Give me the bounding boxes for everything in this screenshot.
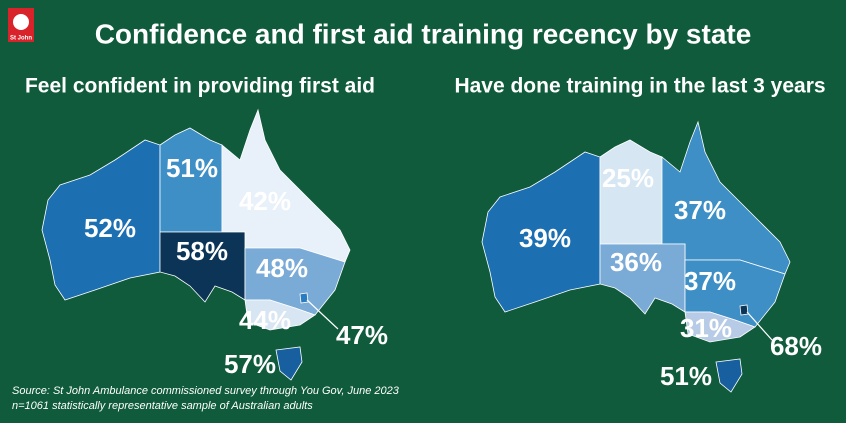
region (715, 358, 743, 393)
map (41, 108, 351, 381)
value-label: 51% (660, 361, 712, 391)
value-label: 52% (84, 213, 136, 243)
value-label: 37% (684, 266, 736, 296)
region (299, 292, 309, 304)
source: n=1061 statistically representative samp… (12, 400, 313, 412)
map-title: Have done training in the last 3 years (454, 75, 825, 98)
map-title: Feel confident in providing first aid (25, 75, 375, 98)
value-label: 31% (680, 313, 732, 343)
region (684, 311, 756, 343)
source: Source: St John Ambulance commissioned s… (12, 385, 400, 397)
value-label: 37% (674, 195, 726, 225)
region (244, 299, 316, 331)
title: Confidence and first aid training recenc… (95, 18, 752, 49)
value-label: 39% (519, 223, 571, 253)
region (739, 304, 749, 316)
region (275, 346, 303, 381)
leader-line (306, 299, 339, 330)
leader-line (746, 311, 773, 341)
value-label: 48% (256, 253, 308, 283)
logo-text: St John (10, 36, 32, 42)
value-label: 47% (336, 320, 388, 350)
map (481, 120, 791, 393)
value-label: 25% (602, 163, 654, 193)
value-label: 58% (176, 236, 228, 266)
logo-emblem (13, 14, 29, 30)
value-label: 57% (224, 349, 276, 379)
value-label: 36% (610, 247, 662, 277)
value-label: 44% (239, 305, 291, 335)
value-label: 42% (239, 186, 291, 216)
value-label: 51% (166, 153, 218, 183)
value-label: 68% (770, 331, 822, 361)
